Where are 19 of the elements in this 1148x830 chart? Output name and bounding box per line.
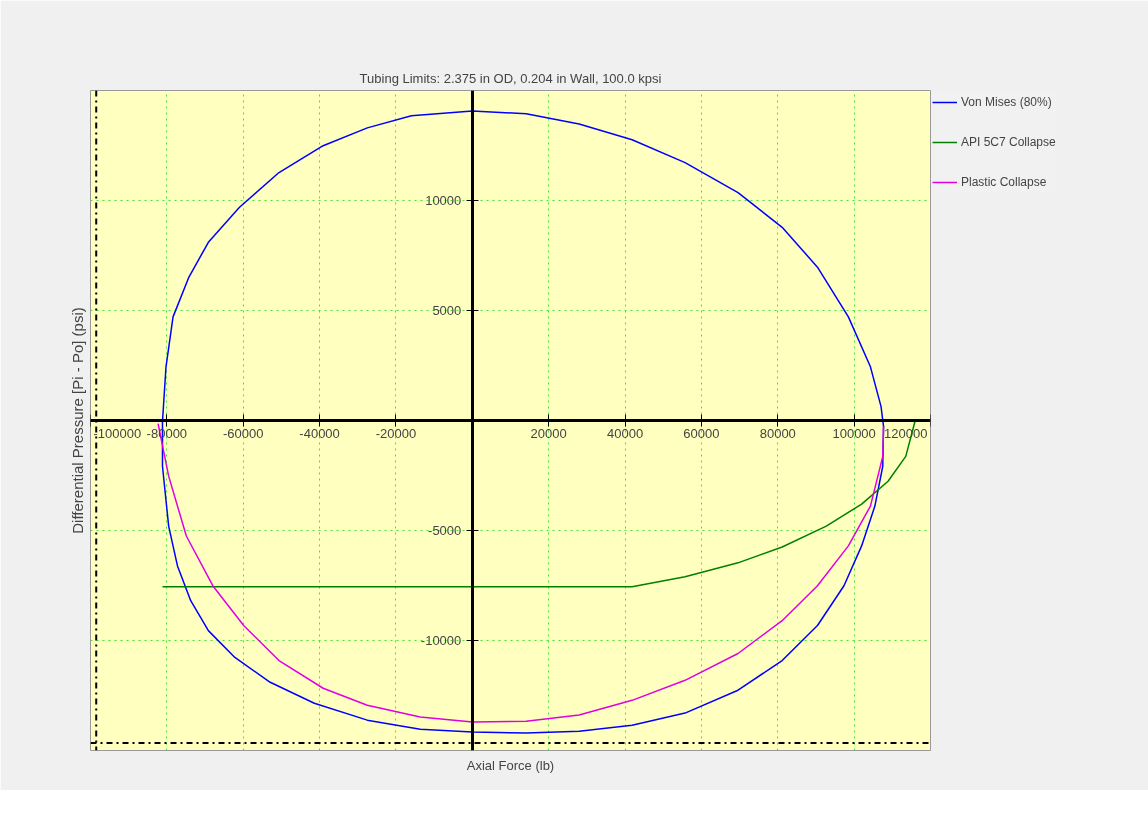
x-tick-label: 20000 xyxy=(530,425,567,441)
x-axis-title: Axial Force (lb) xyxy=(466,757,555,773)
legend-label: API 5C7 Collapse xyxy=(961,135,1056,149)
y-tick-label: 5000 xyxy=(432,303,462,318)
x-tick-label: 80000 xyxy=(759,425,796,441)
x-tick-label: -20000 xyxy=(375,425,417,441)
y-tick-label: -10000 xyxy=(420,633,462,648)
x-tick-label: 100000 xyxy=(832,425,876,441)
legend-label: Plastic Collapse xyxy=(961,175,1047,189)
legend-label: Von Mises (80%) xyxy=(961,95,1052,109)
chart-title: Tubing Limits: 2.375 in OD, 0.204 in Wall, 100.0 kpsi xyxy=(359,70,662,86)
x-tick-label: 40000 xyxy=(606,425,644,441)
y-axis-title: Differential Pressure [Pi - Po] (psi) xyxy=(68,307,86,534)
x-tick-label: -60000 xyxy=(222,425,264,441)
x-tick-label: -40000 xyxy=(299,425,340,441)
y-tick-label: 10000 xyxy=(425,193,462,208)
y-tick-label: -5000 xyxy=(428,523,462,538)
x-tick-label: -100000 xyxy=(93,425,142,441)
x-tick-label: 60000 xyxy=(683,425,720,441)
